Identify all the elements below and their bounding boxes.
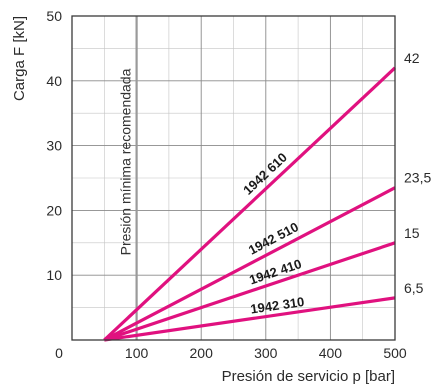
min-pressure-label: Presión mínima recomendada (118, 68, 134, 255)
series-end-value: 15 (404, 225, 420, 241)
series-end-value: 6,5 (404, 280, 424, 296)
x-tick-label: 100 (125, 345, 149, 361)
y-axis-title: Carga F [kN] (11, 16, 28, 101)
x-tick-label: 500 (383, 345, 407, 361)
series-end-value: 42 (404, 50, 420, 66)
series-end-value: 23,5 (404, 170, 431, 186)
y-tick-label: 20 (46, 202, 62, 218)
minor-grid (72, 16, 395, 340)
series-line (103, 66, 397, 342)
x-tick-label: 400 (319, 345, 343, 361)
y-tick-label: 10 (46, 267, 62, 283)
plot-frame (71, 15, 396, 341)
y-tick-label: 50 (46, 8, 62, 24)
series-line (104, 296, 396, 342)
x-axis-title: Presión de servicio p [bar] (222, 368, 395, 385)
recommended-pressure-marker: Presión mínima recomendada (118, 16, 138, 340)
tick-labels: 0 100 200 300 400 500 10 20 30 40 50 (46, 8, 406, 361)
y-tick-label: 40 (46, 73, 62, 89)
x-tick-label: 200 (190, 345, 214, 361)
x-tick-label: 300 (254, 345, 278, 361)
x-tick-label: 0 (55, 345, 63, 361)
series-line (103, 241, 396, 342)
y-tick-label: 30 (46, 138, 62, 154)
series-line (103, 186, 396, 342)
